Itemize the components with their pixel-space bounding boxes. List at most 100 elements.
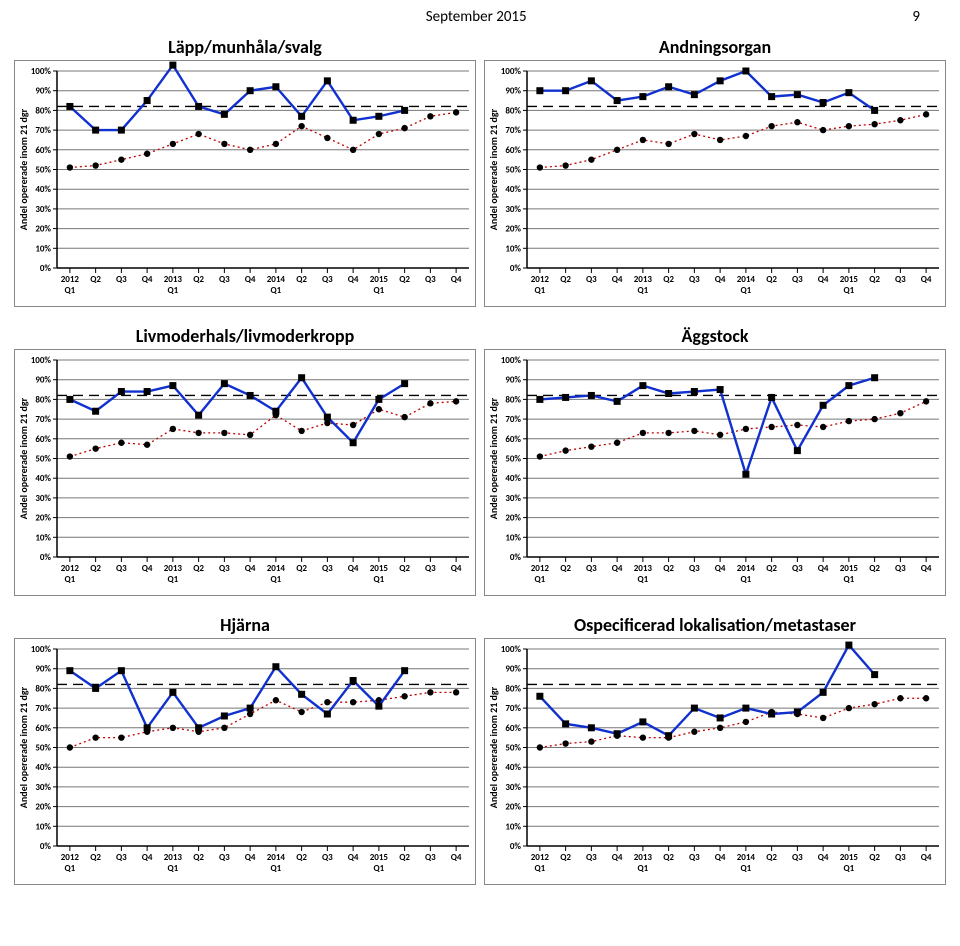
svg-text:10%: 10% [35, 532, 51, 543]
svg-text:Q4: Q4 [612, 274, 623, 285]
svg-text:40%: 40% [35, 184, 51, 195]
svg-text:Q1: Q1 [271, 574, 282, 585]
svg-text:Q4: Q4 [451, 852, 462, 863]
svg-text:2012: 2012 [61, 852, 80, 863]
svg-text:Q3: Q3 [116, 563, 127, 574]
svg-text:30%: 30% [35, 493, 51, 504]
svg-text:0%: 0% [510, 841, 522, 852]
svg-text:Q3: Q3 [219, 274, 230, 285]
svg-text:Q3: Q3 [792, 852, 803, 863]
svg-text:2012: 2012 [61, 274, 80, 285]
svg-text:60%: 60% [35, 434, 51, 445]
svg-text:Q4: Q4 [451, 563, 462, 574]
svg-text:70%: 70% [505, 125, 521, 136]
svg-text:90%: 90% [35, 86, 51, 97]
svg-text:Q2: Q2 [869, 852, 880, 863]
svg-text:2013: 2013 [164, 852, 183, 863]
svg-text:Q2: Q2 [90, 852, 101, 863]
svg-text:50%: 50% [505, 743, 521, 754]
svg-text:50%: 50% [35, 165, 51, 176]
svg-text:Q4: Q4 [818, 852, 829, 863]
chart-box: 0%10%20%30%40%50%60%70%80%90%100%2012Q1Q… [484, 638, 946, 885]
svg-text:Q2: Q2 [399, 563, 410, 574]
svg-text:Q4: Q4 [245, 274, 256, 285]
chart-box: 0%10%20%30%40%50%60%70%80%90%100%2012Q1Q… [14, 638, 476, 885]
svg-text:Q1: Q1 [168, 863, 179, 874]
panel-title: Andningsorgan [484, 36, 946, 58]
svg-text:Q1: Q1 [374, 863, 385, 874]
svg-text:Q1: Q1 [271, 863, 282, 874]
svg-text:Q3: Q3 [895, 274, 906, 285]
svg-text:2014: 2014 [737, 274, 756, 285]
svg-text:Q1: Q1 [741, 863, 752, 874]
charts-grid: Läpp/munhåla/svalg0%10%20%30%40%50%60%70… [0, 30, 960, 897]
svg-text:2013: 2013 [164, 563, 183, 574]
svg-text:Q2: Q2 [663, 274, 674, 285]
svg-text:30%: 30% [505, 782, 521, 793]
svg-text:50%: 50% [35, 743, 51, 754]
svg-text:Q2: Q2 [766, 852, 777, 863]
svg-text:Q3: Q3 [116, 274, 127, 285]
svg-text:Q2: Q2 [766, 274, 777, 285]
svg-text:Q4: Q4 [348, 852, 359, 863]
svg-text:Q3: Q3 [586, 563, 597, 574]
page-header: September 2015 9 [0, 0, 960, 30]
svg-text:30%: 30% [35, 782, 51, 793]
svg-text:60%: 60% [505, 434, 521, 445]
svg-text:2012: 2012 [531, 563, 550, 574]
svg-text:Q4: Q4 [818, 274, 829, 285]
svg-text:2013: 2013 [164, 274, 183, 285]
svg-text:Q4: Q4 [142, 852, 153, 863]
svg-text:20%: 20% [505, 802, 521, 813]
svg-text:10%: 10% [505, 821, 521, 832]
svg-text:Q4: Q4 [612, 563, 623, 574]
panel-title: Äggstock [484, 325, 946, 347]
svg-text:Q1: Q1 [168, 285, 179, 296]
svg-text:Q4: Q4 [245, 563, 256, 574]
svg-text:100%: 100% [501, 644, 522, 655]
svg-text:Andel opererade inom 21 dgr: Andel opererade inom 21 dgr [17, 397, 30, 519]
svg-text:Q1: Q1 [741, 285, 752, 296]
svg-text:Q2: Q2 [193, 563, 204, 574]
svg-text:60%: 60% [35, 145, 51, 156]
svg-text:10%: 10% [505, 532, 521, 543]
svg-text:100%: 100% [31, 355, 52, 366]
svg-text:Q3: Q3 [219, 563, 230, 574]
svg-text:Q2: Q2 [663, 852, 674, 863]
svg-text:Q3: Q3 [322, 563, 333, 574]
svg-text:90%: 90% [505, 664, 521, 675]
svg-text:0%: 0% [40, 552, 52, 563]
svg-text:Andel opererade inom 21 dgr: Andel opererade inom 21 dgr [487, 108, 500, 230]
svg-text:60%: 60% [505, 145, 521, 156]
svg-text:Q3: Q3 [895, 852, 906, 863]
svg-text:Q3: Q3 [792, 274, 803, 285]
chart-box: 0%10%20%30%40%50%60%70%80%90%100%2012Q1Q… [14, 60, 476, 307]
svg-text:70%: 70% [35, 414, 51, 425]
svg-text:Q2: Q2 [560, 852, 571, 863]
svg-text:Q2: Q2 [399, 274, 410, 285]
svg-text:Q4: Q4 [715, 274, 726, 285]
svg-text:Q4: Q4 [921, 852, 932, 863]
svg-text:Q1: Q1 [65, 285, 76, 296]
chart-box: 0%10%20%30%40%50%60%70%80%90%100%2012Q1Q… [484, 349, 946, 596]
svg-text:2014: 2014 [737, 563, 756, 574]
svg-text:2015: 2015 [840, 274, 859, 285]
svg-text:100%: 100% [31, 66, 52, 77]
svg-text:Q1: Q1 [168, 574, 179, 585]
svg-text:90%: 90% [505, 375, 521, 386]
svg-text:Q1: Q1 [638, 863, 649, 874]
svg-text:40%: 40% [505, 473, 521, 484]
svg-text:0%: 0% [40, 841, 52, 852]
svg-text:Q1: Q1 [844, 574, 855, 585]
svg-text:2012: 2012 [61, 563, 80, 574]
panel-title: Ospecificerad lokalisation/metastaser [484, 614, 946, 636]
svg-text:Q1: Q1 [638, 574, 649, 585]
svg-text:Q2: Q2 [869, 274, 880, 285]
svg-text:Andel opererade inom 21 dgr: Andel opererade inom 21 dgr [17, 108, 30, 230]
svg-text:30%: 30% [505, 204, 521, 215]
svg-text:70%: 70% [35, 125, 51, 136]
chart-box: 0%10%20%30%40%50%60%70%80%90%100%2012Q1Q… [484, 60, 946, 307]
svg-text:2015: 2015 [370, 563, 389, 574]
svg-text:20%: 20% [35, 802, 51, 813]
svg-text:Q3: Q3 [586, 274, 597, 285]
